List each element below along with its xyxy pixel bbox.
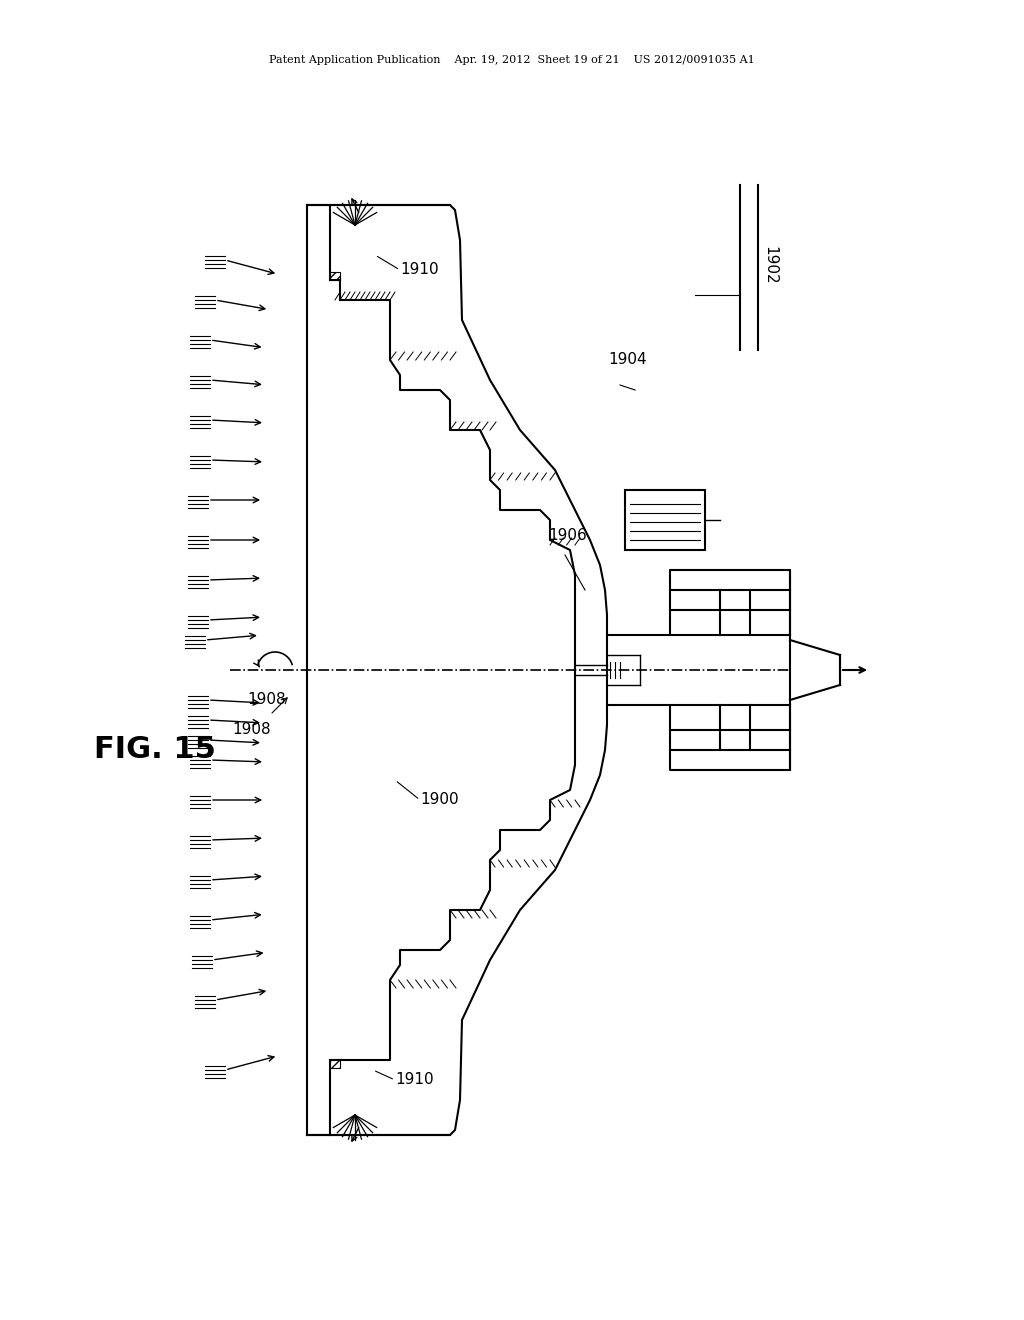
Text: 1908: 1908 — [232, 722, 270, 738]
Text: FIG. 15: FIG. 15 — [94, 735, 216, 764]
Text: 1904: 1904 — [608, 352, 646, 367]
Text: 1910: 1910 — [395, 1072, 433, 1088]
Bar — [330, 272, 340, 280]
Text: 1906: 1906 — [548, 528, 587, 543]
Text: Patent Application Publication    Apr. 19, 2012  Sheet 19 of 21    US 2012/00910: Patent Application Publication Apr. 19, … — [269, 55, 755, 65]
Text: 1902: 1902 — [762, 246, 777, 284]
Text: 1900: 1900 — [420, 792, 459, 808]
Bar — [330, 1060, 340, 1068]
Text: 1910: 1910 — [400, 263, 438, 277]
Bar — [625, 490, 705, 550]
Text: 1908: 1908 — [247, 693, 286, 708]
